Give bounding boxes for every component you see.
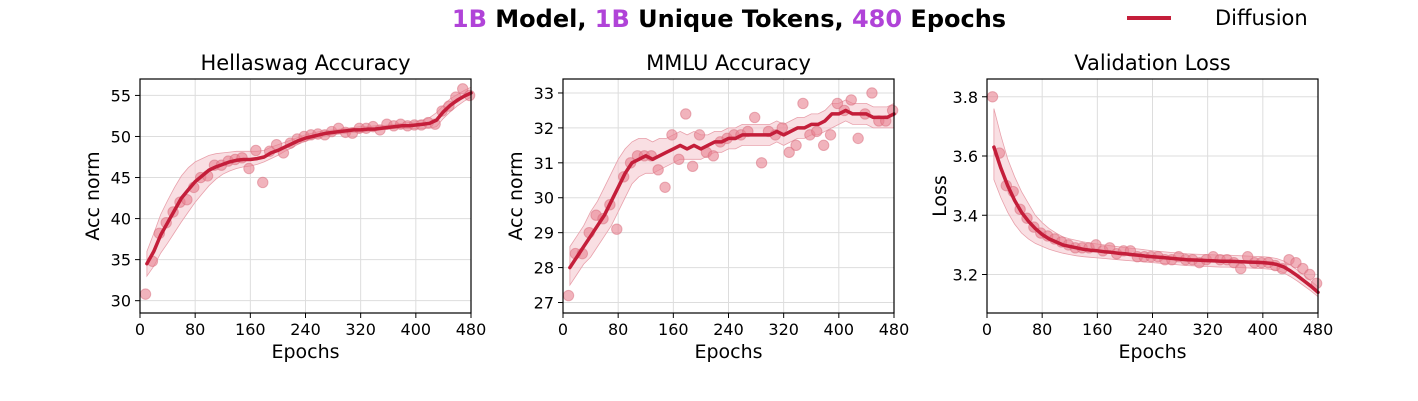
data-point [755, 157, 768, 169]
data-point [790, 139, 802, 152]
y-tick-label: 30 [534, 189, 554, 208]
x-tick-label: 480 [879, 320, 910, 339]
series-line-diffusion [145, 91, 473, 266]
data-point [686, 160, 699, 173]
x-tick-label: 0 [135, 320, 145, 339]
data-point [139, 288, 152, 300]
x-tick-label: 160 [235, 320, 266, 339]
y-axis-label: Acc norm [82, 151, 104, 240]
y-axis-label: Loss [929, 175, 951, 217]
x-tick-label: 320 [345, 320, 376, 339]
x-tick-label: 240 [713, 320, 744, 339]
panel-title: MMLU Accuracy [646, 51, 811, 75]
data-point [707, 150, 720, 162]
series-line-diffusion [992, 145, 1320, 295]
mmlu-panel: 0 80 160 240 320 400 480 27 28 29 30 31 32 33 MMLU Acc… [505, 51, 909, 363]
data-point [611, 223, 623, 235]
data-point [257, 176, 269, 189]
y-tick-label: 3.4 [953, 206, 978, 225]
x-tick-label: 400 [401, 320, 432, 339]
x-axis-label: Epochs [1118, 341, 1186, 363]
data-point [817, 139, 830, 152]
data-point [1304, 268, 1316, 281]
x-tick-label: 480 [1303, 320, 1334, 339]
data-point [783, 146, 795, 159]
x-tick-label: 400 [1248, 320, 1279, 339]
data-point [749, 111, 761, 124]
data-point [243, 162, 255, 175]
y-tick-label: 27 [534, 294, 554, 313]
title-part: 1B [595, 5, 630, 33]
validation-loss-panel: 0 80 160 240 320 400 480 3.2 3.4 3.6 3.8 Validation… [929, 51, 1333, 363]
x-tick-label: 400 [824, 320, 855, 339]
legend: Diffusion [1127, 6, 1308, 30]
y-tick-label: 30 [111, 292, 131, 311]
title-part: 1B [452, 5, 487, 33]
data-point [824, 129, 837, 141]
data-point [680, 108, 692, 120]
x-tick-label: 160 [1082, 320, 1113, 339]
y-tick-label: 35 [111, 251, 131, 270]
hellaswag-panel: 0 80 160 240 320 400 480 30 35 40 45 50 55 Hellaswag … [82, 51, 486, 363]
x-tick-label: 0 [982, 320, 992, 339]
title-part: Epochs [902, 5, 1006, 33]
x-tick-label: 80 [185, 320, 205, 339]
x-tick-label: 320 [1192, 320, 1223, 339]
panel-title: Hellaswag Accuracy [200, 51, 410, 75]
data-point [693, 129, 706, 141]
data-point [852, 132, 864, 145]
y-tick-label: 40 [111, 210, 131, 229]
data-point [811, 125, 823, 138]
data-point [659, 181, 671, 193]
data-point [1310, 277, 1323, 290]
data-point [797, 97, 809, 110]
x-tick-label: 80 [1032, 320, 1052, 339]
y-tick-label: 55 [111, 86, 131, 105]
panel-title: Validation Loss [1074, 51, 1230, 75]
y-tick-label: 45 [111, 169, 131, 188]
data-point [673, 153, 685, 166]
x-tick-label: 480 [456, 320, 487, 339]
title-part: Model, [487, 5, 595, 33]
y-tick-label: 33 [534, 84, 554, 103]
x-axis-label: Epochs [271, 341, 339, 363]
y-tick-label: 3.6 [953, 147, 978, 166]
data-point [652, 164, 664, 176]
legend-label: Diffusion [1215, 6, 1308, 30]
y-tick-label: 28 [534, 259, 554, 278]
y-tick-label: 31 [534, 154, 554, 173]
y-tick-label: 3.8 [953, 88, 978, 107]
data-point [1235, 262, 1247, 275]
x-tick-label: 240 [1137, 320, 1168, 339]
data-point [845, 94, 857, 106]
y-tick-label: 29 [534, 224, 554, 243]
y-tick-label: 50 [111, 127, 131, 146]
x-axis-label: Epochs [694, 341, 762, 363]
x-tick-label: 320 [768, 320, 799, 339]
y-tick-label: 3.2 [953, 265, 978, 284]
series-line-diffusion [568, 108, 896, 270]
x-tick-label: 0 [558, 320, 568, 339]
y-tick-label: 32 [534, 119, 554, 138]
data-point [666, 129, 678, 141]
data-point [986, 91, 999, 103]
title-part: 480 [852, 5, 902, 33]
x-tick-label: 80 [608, 320, 628, 339]
data-point [866, 87, 878, 99]
data-point [562, 289, 575, 302]
data-point [250, 144, 262, 157]
figure-title: 1B Model, 1B Unique Tokens, 480 Epochs [452, 5, 1006, 33]
title-part: Unique Tokens, [630, 5, 852, 33]
x-tick-label: 160 [658, 320, 689, 339]
data-point [831, 97, 844, 110]
x-tick-label: 240 [290, 320, 321, 339]
data-point [457, 83, 469, 95]
y-axis-label: Acc norm [505, 151, 527, 240]
